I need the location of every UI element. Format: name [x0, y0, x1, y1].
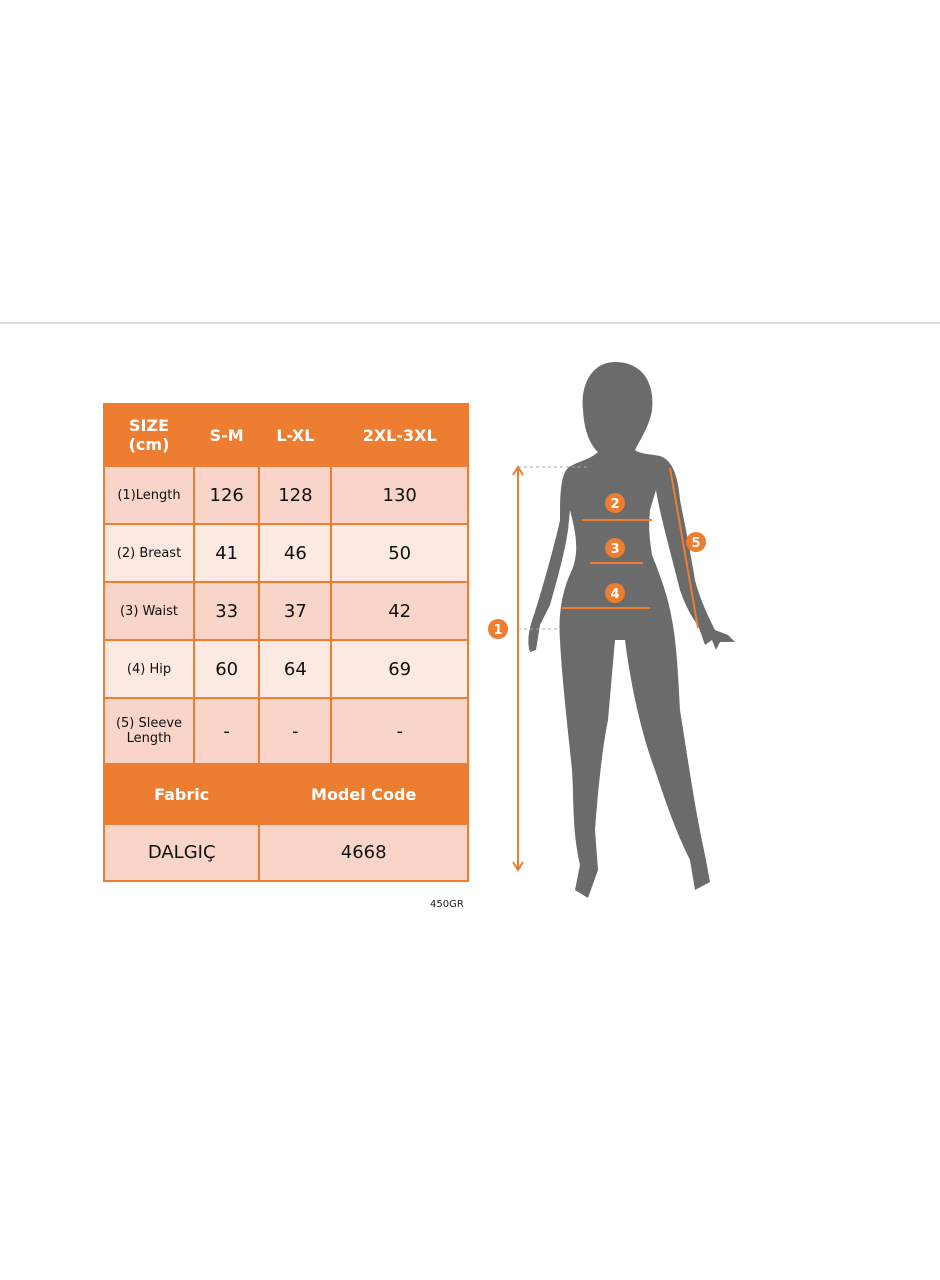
cell: 130	[330, 465, 469, 525]
size-header: SIZE (cm)	[103, 403, 195, 467]
body-silhouette-figure: 1 2 3 4 5	[488, 362, 735, 898]
marker-label: 5	[691, 536, 700, 551]
row-label-line: (5) Sleeve	[115, 716, 183, 731]
row-label: (3) Waist	[103, 581, 195, 641]
footer-header-row: Fabric Model Code	[102, 763, 469, 825]
cell: 64	[258, 639, 333, 699]
cell: 42	[330, 581, 469, 641]
cell: -	[192, 697, 261, 765]
cell: 33	[192, 581, 261, 641]
col-header: S-M	[192, 403, 261, 467]
size-label: SIZE	[128, 416, 169, 435]
marker-label: 4	[610, 587, 619, 602]
cell: -	[258, 697, 333, 765]
marker-2	[605, 493, 625, 513]
marker-4	[605, 583, 625, 603]
divider	[0, 322, 940, 324]
row-label: (1)Length	[103, 465, 195, 525]
fabric-value: DALGIÇ	[102, 823, 261, 882]
marker-5	[686, 532, 706, 552]
unit-label: (cm)	[128, 435, 170, 454]
row-label: (2) Breast	[103, 523, 195, 583]
table-row: (3) Waist 33 37 42	[103, 581, 469, 641]
cell: 60	[192, 639, 261, 699]
footer-row: DALGIÇ 4668	[102, 823, 469, 882]
silhouette-icon	[528, 362, 735, 898]
table-row: (4) Hip 60 64 69	[103, 639, 469, 699]
header-row: SIZE (cm) S-M L-XL 2XL-3XL	[103, 403, 469, 467]
marker-label: 2	[610, 497, 619, 512]
marker-3	[605, 538, 625, 558]
model-code-value: 4668	[258, 823, 469, 882]
cell: 37	[258, 581, 333, 641]
cell: 41	[192, 523, 261, 583]
col-header: L-XL	[258, 403, 333, 467]
cell: 50	[330, 523, 469, 583]
row-label: (4) Hip	[103, 639, 195, 699]
table-row: (5) Sleeve Length - - -	[103, 697, 469, 765]
size-chart-table: SIZE (cm) S-M L-XL 2XL-3XL (1)Length 126 …	[102, 403, 469, 882]
row-label: (5) Sleeve Length	[103, 697, 195, 765]
cell: 69	[330, 639, 469, 699]
cell: -	[330, 697, 469, 765]
fabric-header: Fabric	[102, 763, 261, 825]
table-row: (2) Breast 41 46 50	[103, 523, 469, 583]
marker-1	[488, 619, 508, 639]
cell: 126	[192, 465, 261, 525]
col-header: 2XL-3XL	[330, 403, 469, 467]
cell: 128	[258, 465, 333, 525]
table-row: (1)Length 126 128 130	[103, 465, 469, 525]
measurement-arrows	[512, 465, 699, 872]
cell: 46	[258, 523, 333, 583]
marker-label: 3	[610, 542, 619, 557]
weight-code: 450GR	[430, 899, 464, 910]
marker-label: 1	[493, 623, 502, 638]
measurement-markers: 1 2 3 4 5	[488, 493, 706, 639]
model-code-header: Model Code	[258, 763, 469, 825]
row-label-line: Length	[126, 731, 172, 746]
